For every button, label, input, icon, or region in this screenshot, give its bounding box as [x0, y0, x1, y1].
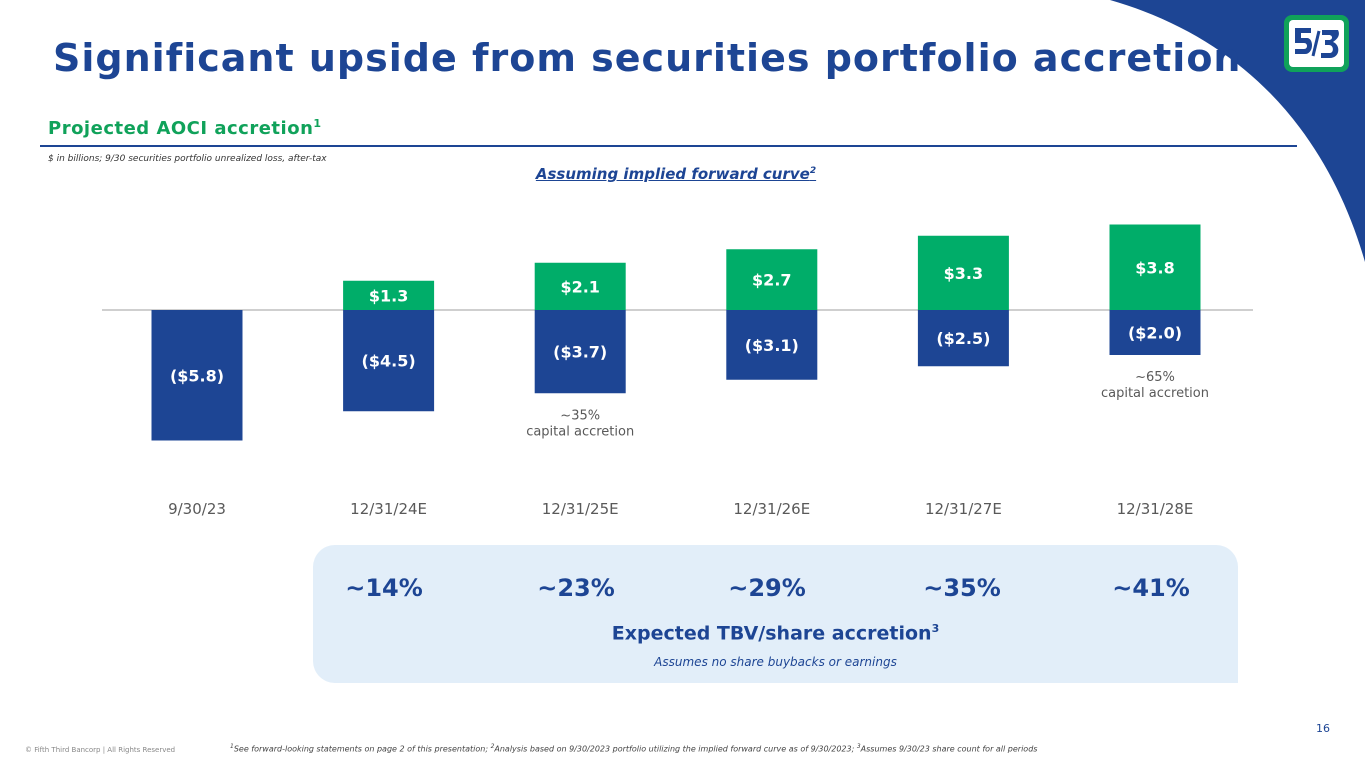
bar-accretion-12-31-25e	[534, 262, 626, 310]
footnote-1-ref: 1	[230, 743, 234, 750]
x-tick-label-12-31-27e: 12/31/27E	[925, 500, 1002, 518]
units-note: $ in billions; 9/30 securities portfolio…	[48, 154, 327, 164]
chart-title: Assuming implied forward curve2	[530, 165, 822, 183]
chart-title-footnote-ref: 2	[809, 166, 817, 176]
bar-label-accretion-12-31-27e: $3.3	[944, 264, 983, 283]
tbv-value-2028: ~41%	[1112, 574, 1190, 602]
section-subtitle: Projected AOCI accretion1	[48, 117, 322, 139]
slide-title: Significant upside from securities portf…	[53, 36, 1242, 80]
aoci-accretion-chart: ($5.8) 9/30/23 ($4.5) $1.3 12/31/24E ($3.7) $2…	[102, 224, 1253, 518]
chart-title-text: Assuming implied forward curve	[535, 165, 810, 183]
annotation-text-12-31-25e: capital accretion	[526, 424, 634, 439]
bar-label-accretion-12-31-25e: $2.1	[560, 277, 599, 296]
bar-label-loss-9-30-23: ($5.8)	[170, 366, 224, 385]
footnote-3-ref: 3	[856, 743, 861, 750]
bar-loss-12-31-26e	[726, 310, 818, 380]
bar-accretion-12-31-26e	[726, 249, 818, 310]
tbv-label: Expected TBV/share accretion3	[313, 622, 1238, 644]
bar-label-loss-12-31-24e: ($4.5)	[362, 352, 416, 371]
fifth-third-logo-icon	[1284, 15, 1349, 72]
bar-label-accretion-12-31-26e: $2.7	[752, 271, 791, 290]
bar-loss-12-31-24e	[343, 310, 435, 412]
x-tick-label-12-31-24e: 12/31/24E	[350, 500, 427, 518]
tbv-label-footnote-ref: 3	[931, 622, 940, 635]
annotation-percent-12-31-28e: ~65%	[1135, 370, 1175, 385]
copyright: © Fifth Third Bancorp | All Rights Reser…	[25, 746, 176, 754]
bar-loss-9-30-23	[151, 310, 243, 441]
tbv-label-text: Expected TBV/share accretion	[611, 622, 932, 645]
tbv-value-2026: ~29%	[728, 574, 806, 602]
bar-loss-12-31-28e	[1109, 310, 1201, 355]
bar-label-accretion-12-31-28e: $3.8	[1135, 258, 1174, 277]
x-tick-label-12-31-26e: 12/31/26E	[733, 500, 810, 518]
x-tick-label-9-30-23: 9/30/23	[168, 500, 226, 518]
bar-accretion-12-31-27e	[917, 235, 1009, 310]
footnotes: 1See forward-looking statements on page …	[230, 743, 1037, 754]
subtitle-footnote-ref: 1	[313, 117, 322, 130]
page-number: 16	[1316, 722, 1330, 735]
bar-accretion-12-31-24e	[343, 280, 435, 310]
footnote-3: Assumes 9/30/23 share count for all peri…	[860, 744, 1038, 754]
x-tick-label-12-31-28e: 12/31/28E	[1117, 500, 1194, 518]
tbv-value-2025: ~23%	[537, 574, 615, 602]
bar-loss-12-31-27e	[917, 310, 1009, 367]
bar-label-loss-12-31-25e: ($3.7)	[553, 343, 607, 362]
footnote-2: Analysis based on 9/30/2023 portfolio ut…	[494, 744, 857, 754]
bar-label-loss-12-31-26e: ($3.1)	[745, 336, 799, 355]
bar-label-loss-12-31-28e: ($2.0)	[1128, 324, 1182, 343]
bar-accretion-12-31-28e	[1109, 224, 1201, 310]
x-tick-label-12-31-25e: 12/31/25E	[542, 500, 619, 518]
tbv-value-2024: ~14%	[345, 574, 423, 602]
subtitle-text: Projected AOCI accretion	[48, 118, 314, 139]
bar-loss-12-31-25e	[534, 310, 626, 394]
footnote-1: See forward-looking statements on page 2…	[233, 744, 491, 754]
section-divider	[40, 145, 1297, 147]
tbv-accretion-panel	[313, 545, 1238, 683]
annotation-percent-12-31-25e: ~35%	[560, 408, 600, 423]
bar-label-loss-12-31-27e: ($2.5)	[936, 329, 990, 348]
tbv-value-2027: ~35%	[923, 574, 1001, 602]
bar-label-accretion-12-31-24e: $1.3	[369, 286, 408, 305]
footnote-2-ref: 2	[490, 743, 495, 750]
annotation-text-12-31-28e: capital accretion	[1101, 386, 1209, 401]
tbv-note: Assumes no share buybacks or earnings	[654, 655, 897, 669]
